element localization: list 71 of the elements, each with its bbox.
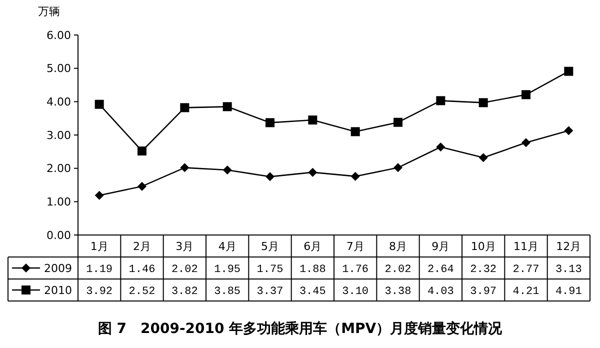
data-label: 3.82 [171, 286, 198, 298]
point [222, 166, 232, 174]
data-label: 3.45 [299, 286, 326, 298]
data-label: 1.75 [256, 264, 284, 276]
point [266, 118, 274, 128]
y-tick-label: 2.00 [46, 162, 71, 176]
x-tick-label: 10月 [470, 240, 496, 253]
data-label: 4.21 [512, 286, 540, 298]
x-tick-label: 7月 [346, 240, 364, 253]
data-label: 1.19 [86, 264, 113, 276]
x-tick-label: 11月 [514, 240, 538, 253]
data-label: 1.76 [342, 264, 369, 276]
point [350, 127, 360, 136]
data-label: 1.88 [299, 264, 326, 276]
data-label: 2.02 [171, 264, 198, 276]
point [308, 116, 318, 124]
data-label: 3.97 [470, 286, 497, 298]
point [308, 168, 318, 177]
x-tick-label: 1月 [90, 240, 108, 253]
point [478, 98, 488, 108]
data-label: 4.91 [555, 286, 582, 298]
data-label: 3.85 [214, 286, 241, 298]
data-label: 2.02 [384, 264, 412, 276]
data-label: 2.52 [128, 286, 156, 298]
point [266, 172, 274, 182]
data-label: 3.13 [555, 264, 582, 276]
point [522, 138, 530, 148]
text: 图 7 2009-2010 年多功能乘用车（MPV）月度销量变化情况 [98, 320, 504, 337]
point [138, 146, 146, 156]
data-label: 2.32 [470, 264, 497, 276]
point [522, 90, 530, 100]
x-tick-label: 6月 [304, 240, 322, 253]
data-label: 3.92 [86, 286, 113, 298]
point [394, 118, 402, 127]
point [180, 103, 190, 112]
point [222, 102, 232, 112]
point [564, 66, 574, 76]
point [478, 153, 488, 162]
y-tick-label: 5.00 [46, 62, 71, 76]
y-tick-label: 1.00 [46, 196, 71, 209]
x-tick-label: 8月 [389, 240, 407, 253]
y-tick-label: 3.00 [46, 128, 71, 142]
x-tick-label: 2月 [133, 240, 151, 253]
point [436, 96, 446, 106]
point [436, 142, 446, 152]
data-label: 3.10 [342, 286, 369, 298]
data-label: 1.95 [214, 264, 241, 276]
y-tick-label: 6.00 [46, 28, 71, 42]
data-label: 2.77 [512, 264, 540, 276]
x-tick-label: 4月 [218, 240, 236, 253]
point [138, 182, 146, 191]
legend-label: 2009 [44, 262, 72, 275]
data-label: 4.03 [427, 286, 454, 298]
data-label: 2.64 [427, 264, 454, 276]
point [564, 126, 574, 136]
legend-label: 2010 [44, 284, 72, 297]
x-tick-label: 9月 [432, 240, 450, 253]
data-label: 3.38 [384, 286, 412, 298]
point [394, 163, 402, 172]
data-label: 1.46 [128, 264, 156, 276]
point [350, 172, 360, 181]
data-label: 3.37 [256, 286, 284, 298]
point [180, 163, 190, 172]
y-axis-title: 万辆 [38, 5, 60, 18]
y-tick-label: 4.00 [46, 96, 71, 109]
x-tick-label: 12月 [556, 240, 582, 253]
x-tick-label: 5月 [261, 240, 279, 253]
point [94, 100, 104, 109]
y-tick-label: 0.00 [46, 228, 71, 242]
point [94, 190, 104, 200]
x-tick-label: 3月 [176, 240, 194, 253]
